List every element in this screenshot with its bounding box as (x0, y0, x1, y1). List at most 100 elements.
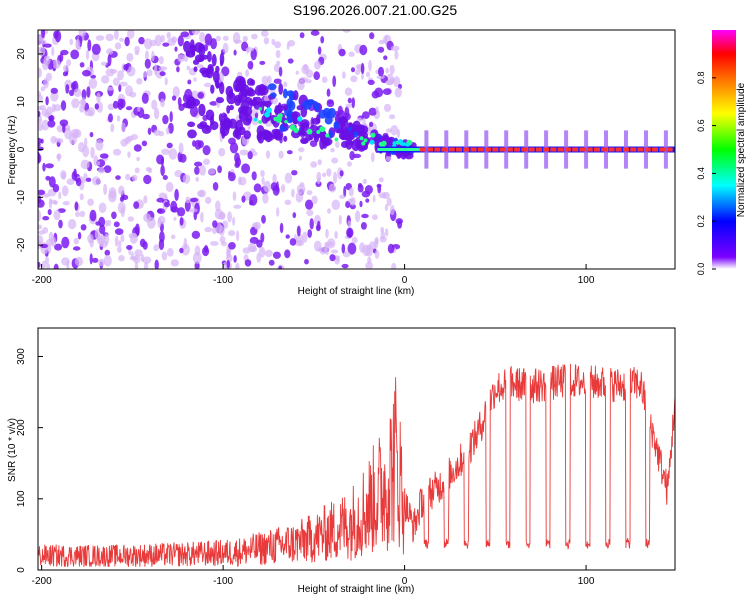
noise-speckle (168, 148, 178, 160)
noise-speckle (151, 99, 158, 110)
noise-speckle (171, 95, 177, 101)
figure-title: S196.2026.007.21.00.G25 (292, 2, 458, 18)
noise-speckle (70, 49, 80, 60)
noise-speckle (61, 185, 69, 197)
noise-speckle (222, 35, 229, 41)
colorbar-tick-label: 0.8 (696, 72, 706, 85)
signal-blob (187, 121, 196, 128)
noise-speckle (119, 81, 128, 87)
signal-blob (353, 131, 359, 138)
signal-blob (234, 94, 242, 106)
noise-speckle (179, 247, 184, 254)
signal-blob (312, 101, 319, 109)
noise-speckle (298, 155, 302, 161)
carrier-line (377, 130, 675, 169)
noise-speckle (38, 146, 44, 152)
noise-speckle (253, 183, 262, 193)
noise-speckle (41, 30, 46, 39)
noise-speckle (104, 249, 111, 256)
noise-speckle (389, 64, 395, 75)
noise-speckle (107, 86, 114, 91)
noise-speckle (337, 105, 343, 116)
noise-speckle (278, 265, 283, 269)
noise-speckle (385, 67, 390, 74)
noise-speckle (326, 168, 332, 177)
noise-speckle (59, 119, 69, 127)
sideband-spike (663, 130, 668, 169)
noise-speckle (38, 67, 42, 78)
noise-speckle (46, 106, 53, 117)
noise-speckle (375, 106, 379, 114)
signal-blob (225, 85, 234, 97)
noise-speckle (123, 64, 129, 71)
noise-speckle (50, 236, 57, 247)
signal-blob (198, 103, 206, 117)
signal-core (325, 133, 330, 138)
signal-blob (245, 96, 252, 104)
noise-speckle (386, 197, 392, 207)
noise-speckle (253, 221, 261, 230)
signal-blob (201, 54, 209, 60)
noise-speckle (348, 187, 354, 197)
noise-speckle (70, 82, 77, 90)
noise-speckle (310, 161, 318, 168)
noise-speckle (120, 138, 128, 147)
signal-blob (247, 87, 254, 96)
noise-speckle (53, 104, 62, 112)
noise-speckle (233, 49, 237, 56)
noise-speckle (199, 32, 206, 43)
noise-speckle (47, 209, 52, 216)
noise-speckle (265, 150, 271, 159)
noise-speckle (145, 50, 149, 61)
signal-blob (247, 78, 254, 86)
noise-speckle (134, 45, 140, 54)
noise-speckle (330, 249, 339, 254)
noise-speckle (92, 257, 99, 263)
x-tick-label: -100 (213, 275, 233, 286)
noise-speckle (393, 76, 401, 88)
noise-speckle (153, 107, 160, 120)
noise-speckle (387, 243, 395, 254)
carrier-peak (456, 147, 462, 152)
noise-speckle (332, 75, 337, 88)
noise-speckle (58, 138, 64, 144)
carrier-peak (659, 147, 666, 152)
signal-blob (229, 104, 234, 111)
noise-speckle (249, 200, 254, 206)
noise-speckle (156, 197, 165, 203)
noise-speckle (38, 35, 43, 45)
noise-speckle (376, 75, 385, 80)
noise-speckle (241, 195, 246, 203)
noise-speckle (386, 155, 392, 162)
noise-speckle (162, 114, 169, 125)
noise-speckle (394, 87, 402, 98)
colorbar-tick-label: 0.0 (696, 263, 706, 276)
noise-speckle (108, 187, 117, 199)
noise-speckle (369, 121, 374, 128)
noise-speckle (339, 194, 346, 199)
noise-speckle (372, 214, 378, 221)
colorbar (712, 30, 736, 269)
signal-blob (187, 129, 197, 139)
noise-speckle (158, 215, 166, 225)
carrier-peak (448, 147, 455, 152)
signal-core (278, 113, 283, 118)
noise-speckle (115, 175, 121, 180)
noise-speckle (382, 88, 392, 95)
noise-speckle (192, 140, 197, 147)
noise-speckle (391, 262, 397, 269)
noise-speckle (69, 38, 74, 46)
noise-speckle (202, 145, 211, 156)
noise-speckle (204, 33, 213, 46)
noise-speckle (134, 261, 139, 269)
noise-speckle (207, 168, 216, 175)
noise-speckle (322, 172, 327, 177)
noise-speckle (389, 114, 396, 120)
signal-blob (211, 53, 217, 67)
noise-speckle (60, 100, 67, 111)
signal-blob (237, 79, 247, 91)
noise-speckle (153, 129, 161, 136)
noise-speckle (359, 44, 368, 56)
signal-blob (328, 130, 333, 139)
noise-speckle (86, 86, 91, 98)
